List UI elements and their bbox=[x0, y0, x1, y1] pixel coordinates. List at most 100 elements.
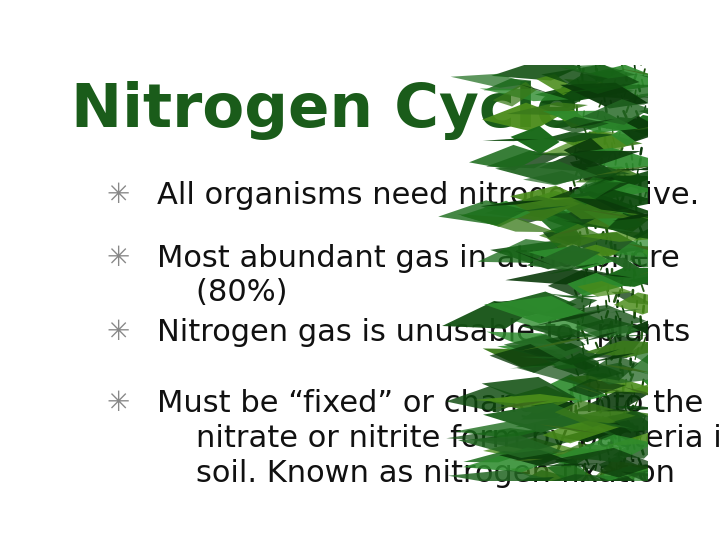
Polygon shape bbox=[521, 400, 576, 420]
Polygon shape bbox=[484, 296, 586, 323]
Polygon shape bbox=[554, 400, 636, 427]
Polygon shape bbox=[570, 158, 615, 180]
Polygon shape bbox=[615, 231, 714, 259]
Polygon shape bbox=[561, 417, 634, 432]
Polygon shape bbox=[559, 84, 635, 93]
Text: Must be “fixed” or changed into the
    nitrate or nitrite form by bacteria in t: Must be “fixed” or changed into the nitr… bbox=[157, 389, 720, 488]
Polygon shape bbox=[631, 120, 698, 131]
Polygon shape bbox=[574, 172, 621, 183]
Polygon shape bbox=[564, 79, 620, 98]
Polygon shape bbox=[555, 448, 600, 466]
Polygon shape bbox=[568, 119, 614, 129]
Polygon shape bbox=[512, 250, 553, 266]
Polygon shape bbox=[654, 242, 699, 257]
Polygon shape bbox=[657, 367, 720, 396]
Polygon shape bbox=[544, 297, 598, 314]
Polygon shape bbox=[545, 334, 585, 351]
Polygon shape bbox=[647, 140, 678, 156]
Polygon shape bbox=[560, 83, 647, 109]
Polygon shape bbox=[611, 292, 656, 306]
Polygon shape bbox=[564, 415, 639, 441]
Polygon shape bbox=[557, 435, 654, 462]
Polygon shape bbox=[600, 364, 652, 373]
Polygon shape bbox=[541, 85, 604, 108]
Polygon shape bbox=[593, 388, 630, 392]
Polygon shape bbox=[513, 459, 544, 461]
Polygon shape bbox=[542, 293, 597, 300]
Polygon shape bbox=[523, 171, 582, 185]
Polygon shape bbox=[654, 189, 720, 216]
Polygon shape bbox=[472, 429, 580, 451]
Polygon shape bbox=[539, 305, 647, 331]
Polygon shape bbox=[482, 377, 576, 407]
Polygon shape bbox=[598, 274, 632, 278]
Polygon shape bbox=[647, 233, 709, 250]
Polygon shape bbox=[565, 373, 664, 394]
Polygon shape bbox=[621, 377, 704, 394]
Polygon shape bbox=[579, 180, 655, 200]
Polygon shape bbox=[550, 374, 607, 403]
Text: Most abundant gas in atmosphere
    (80%): Most abundant gas in atmosphere (80%) bbox=[157, 244, 680, 307]
Polygon shape bbox=[646, 220, 690, 232]
Polygon shape bbox=[510, 366, 549, 368]
Polygon shape bbox=[625, 115, 677, 136]
Polygon shape bbox=[547, 224, 606, 252]
Polygon shape bbox=[495, 161, 598, 185]
Polygon shape bbox=[482, 103, 560, 132]
Polygon shape bbox=[492, 401, 549, 409]
Polygon shape bbox=[595, 460, 652, 485]
Polygon shape bbox=[482, 139, 539, 141]
Polygon shape bbox=[490, 241, 592, 269]
Polygon shape bbox=[497, 344, 558, 356]
Polygon shape bbox=[515, 206, 570, 212]
Polygon shape bbox=[613, 89, 686, 106]
Polygon shape bbox=[553, 444, 623, 461]
Polygon shape bbox=[554, 448, 658, 477]
Polygon shape bbox=[569, 177, 620, 205]
Polygon shape bbox=[571, 148, 675, 169]
Polygon shape bbox=[559, 65, 636, 78]
Polygon shape bbox=[534, 352, 577, 369]
Polygon shape bbox=[621, 471, 698, 490]
Polygon shape bbox=[589, 474, 631, 491]
Polygon shape bbox=[542, 130, 642, 158]
Polygon shape bbox=[643, 94, 680, 104]
Polygon shape bbox=[585, 165, 631, 176]
Polygon shape bbox=[494, 300, 544, 316]
Polygon shape bbox=[535, 84, 634, 102]
Polygon shape bbox=[562, 220, 618, 230]
Polygon shape bbox=[590, 411, 658, 441]
Polygon shape bbox=[442, 301, 538, 329]
Polygon shape bbox=[606, 246, 710, 267]
Polygon shape bbox=[518, 84, 552, 94]
Polygon shape bbox=[539, 210, 589, 233]
Polygon shape bbox=[549, 182, 630, 198]
Polygon shape bbox=[631, 214, 667, 220]
Polygon shape bbox=[510, 126, 559, 154]
Polygon shape bbox=[577, 208, 639, 218]
Polygon shape bbox=[513, 474, 619, 492]
Polygon shape bbox=[554, 195, 631, 219]
Polygon shape bbox=[490, 344, 561, 373]
Polygon shape bbox=[552, 361, 601, 375]
Polygon shape bbox=[592, 335, 642, 358]
Polygon shape bbox=[483, 403, 590, 433]
Polygon shape bbox=[575, 167, 649, 183]
Polygon shape bbox=[484, 78, 531, 90]
Polygon shape bbox=[486, 151, 562, 168]
Polygon shape bbox=[584, 208, 643, 231]
Polygon shape bbox=[611, 171, 702, 191]
Text: All organisms need nitrogen to live.: All organisms need nitrogen to live. bbox=[157, 181, 699, 210]
Polygon shape bbox=[550, 245, 621, 264]
Polygon shape bbox=[591, 353, 635, 362]
Polygon shape bbox=[461, 201, 531, 227]
Polygon shape bbox=[492, 82, 536, 106]
Polygon shape bbox=[609, 466, 667, 481]
Polygon shape bbox=[546, 205, 623, 230]
Polygon shape bbox=[438, 200, 527, 225]
Polygon shape bbox=[548, 263, 600, 274]
Polygon shape bbox=[480, 89, 569, 101]
Polygon shape bbox=[542, 420, 622, 443]
Polygon shape bbox=[549, 191, 654, 220]
Polygon shape bbox=[655, 232, 710, 241]
